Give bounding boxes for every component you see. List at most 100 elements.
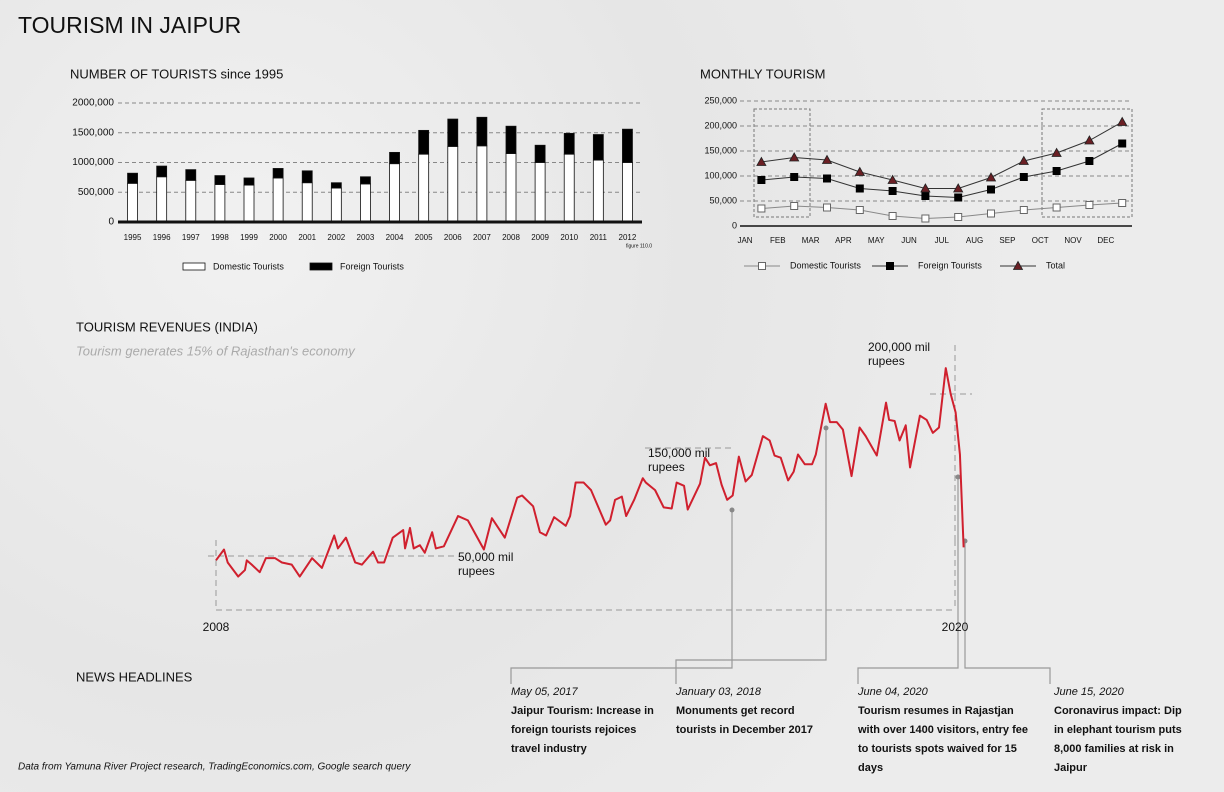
x-tick-label: FEB [770,236,786,245]
y-tick-label: 0 [732,220,737,230]
event-dot [955,474,961,480]
legend-label: Domestic Tourists [213,261,284,271]
x-tick-label: 2009 [531,233,549,242]
legend-label: Foreign Tourists [918,260,982,270]
leader-line [857,477,959,684]
marker [888,212,897,220]
y-tick-label: 100,000 [704,170,737,180]
news-text: Tourism resumes in Rajastjan with over 1… [858,705,1028,774]
marker [1018,155,1029,165]
event-dot [823,425,829,431]
news-date: January 03, 2018 [676,686,762,698]
bar-segment [563,153,575,223]
x-tick-label: 2008 [502,233,520,242]
marker [920,183,931,193]
x-tick-label: 2002 [327,233,345,242]
marker [821,154,833,164]
marker [953,183,964,193]
bar-segment [592,159,604,223]
marker [921,214,930,223]
bar-segment [330,187,342,223]
bar-segment [505,153,517,223]
x-tick-label: 1998 [211,233,229,242]
bar-segment [447,118,459,147]
news-date: June 04, 2020 [858,686,928,698]
bar-segment [418,129,430,155]
x-tick-label: 1996 [153,233,171,242]
annotation: 200,000 mil rupees [868,340,931,368]
x-tick-label: 2012 [619,233,637,242]
y-tick-label: 1500,000 [72,127,114,138]
x-tick-label: 2001 [298,233,316,242]
bar-segment [243,177,255,186]
marker [1085,201,1094,209]
bar-segment [505,125,517,154]
x-tick-label: APR [835,236,852,245]
news-text: Monuments get record tourists in Decembe… [676,705,813,736]
x-tick-label: 2003 [357,233,375,242]
event-dot [729,507,735,513]
marker [757,204,766,213]
marker [790,173,799,181]
leader-line [964,541,1051,684]
marker [985,172,997,182]
x-tick-label: MAY [868,236,885,245]
news-text: Coronavirus impact: Dip in elephant tour… [1054,705,1182,774]
marker [1012,260,1024,270]
chart-title: NUMBER OF TOURISTS since 1995 [70,66,283,81]
legend-swatch [309,262,333,271]
legend-label: Total [1046,260,1065,270]
bar-segment [389,151,400,165]
x-tick-label: 1997 [182,233,200,242]
bar-segment [301,170,313,184]
marker [756,156,767,166]
x-tick-label: 2020 [942,620,969,634]
marker [823,203,831,212]
annotation: 150,000 mil rupees [648,446,711,474]
bar-segment [534,162,546,223]
y-tick-label: 50,000 [709,195,737,205]
bar-segment [127,172,138,184]
x-tick-label: OCT [1032,236,1049,245]
source: Data from Yamuna River Project research,… [18,762,411,773]
marker [789,152,800,162]
marker [1084,135,1095,145]
x-tick-label: 2006 [444,233,462,242]
event-dots [729,425,968,544]
series-line [761,121,1123,189]
highlight-box [1041,108,1133,218]
marker [854,166,865,176]
leader-line [510,510,733,684]
chart-subtitle: Tourism generates 15% of Rajasthan's eco… [76,343,356,358]
bar-segment [214,175,226,185]
bar-segment [447,146,459,223]
bar-segment [622,128,633,163]
bar-segment [214,184,226,223]
bar-segment [272,168,284,179]
legend-label: Domestic Tourists [790,260,861,270]
bar-segment [476,116,488,147]
y-tick-label: 500,000 [78,187,115,198]
x-tick-label: JUL [935,236,950,245]
bar-segment [622,162,633,223]
bar-segment [185,169,197,181]
bar-segment [592,134,604,161]
x-tick-label: 2004 [386,233,404,242]
marker [1051,147,1062,157]
bar-segment [156,176,168,223]
figure-note: figure 110.0 [626,243,652,249]
marker [921,192,930,200]
bar-segment [360,183,371,223]
bar-segment [156,165,168,178]
x-tick-label: 2007 [473,233,491,242]
marker [888,187,897,195]
bar-segment [330,182,342,189]
bar-segment [185,179,197,223]
page-title: TOURISM IN JAIPUR [18,12,241,38]
news-text: Jaipur Tourism: Increase in foreign tour… [511,705,654,755]
y-tick-label: 1000,000 [72,157,114,168]
bar-segment [563,132,575,155]
y-tick-label: 0 [108,217,114,228]
marker [1019,173,1028,181]
